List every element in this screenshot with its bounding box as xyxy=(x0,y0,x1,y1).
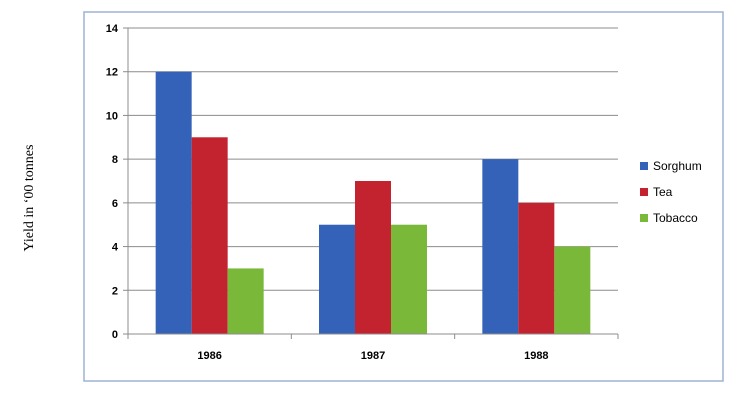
bar-tea-1987 xyxy=(355,181,391,334)
y-tick-label: 14 xyxy=(106,23,119,35)
y-tick-label: 6 xyxy=(112,198,118,210)
y-tick-label: 12 xyxy=(106,67,118,79)
x-tick-label: 1987 xyxy=(361,350,385,362)
y-tick-label: 8 xyxy=(112,154,118,166)
legend-swatch-tea xyxy=(640,188,648,196)
bar-tea-1986 xyxy=(191,137,228,334)
x-tick-label: 1986 xyxy=(197,350,221,362)
y-tick-label: 10 xyxy=(106,110,118,122)
bar-sorghum-1988 xyxy=(482,159,519,334)
legend-label-tobacco: Tobacco xyxy=(653,211,698,225)
y-tick-label: 0 xyxy=(112,329,118,341)
legend-swatch-tobacco xyxy=(640,214,648,222)
bar-tobacco-1988 xyxy=(554,246,591,334)
bar-tea-1988 xyxy=(518,202,555,334)
axes: 0 2 4 6 8 10 12 14 1986 1987 1988 xyxy=(106,23,619,362)
y-tick-label: 4 xyxy=(112,242,119,254)
bar-sorghum-1987 xyxy=(319,224,355,334)
chart-border xyxy=(83,11,724,382)
y-tick-label: 2 xyxy=(112,285,118,297)
bars xyxy=(155,71,591,334)
legend-swatch-sorghum xyxy=(640,162,648,170)
legend-label-sorghum: Sorghum xyxy=(653,159,702,173)
bar-tobacco-1986 xyxy=(227,268,264,334)
bar-tobacco-1987 xyxy=(391,224,427,334)
legend-label-tea: Tea xyxy=(653,185,673,199)
legend: Sorghum Tea Tobacco xyxy=(640,159,702,225)
bar-sorghum-1986 xyxy=(155,71,192,334)
x-tick-label: 1988 xyxy=(524,350,548,362)
